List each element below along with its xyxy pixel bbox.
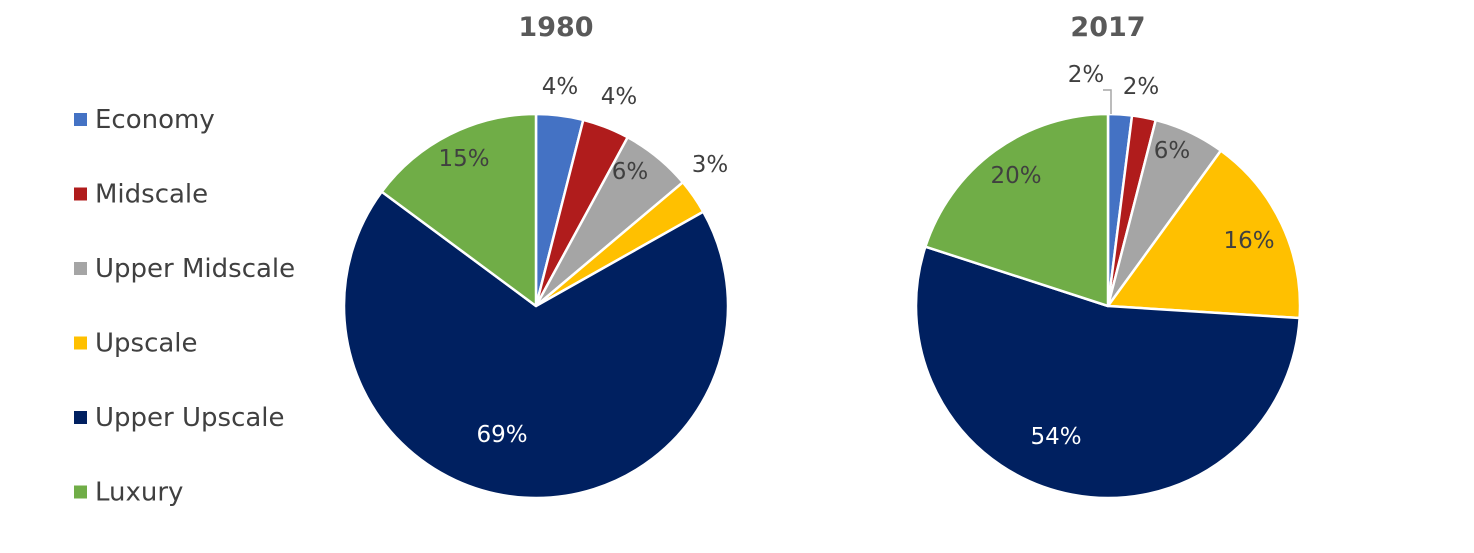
slice-label-1980-upscale: 3% — [692, 152, 729, 178]
legend-label-luxury: Luxury — [95, 478, 183, 508]
legend-label-upper-upscale: Upper Upscale — [95, 403, 285, 433]
legend-swatch-luxury — [74, 485, 87, 499]
legend-label-midscale: Midscale — [95, 180, 208, 210]
slice-label-1980-midscale: 4% — [601, 84, 638, 110]
pie-slice-1980-upper-upscale — [342, 190, 730, 500]
slice-label-1980-luxury: 15% — [438, 146, 489, 172]
legend-swatch-midscale — [74, 187, 87, 201]
legend-swatch-upscale — [74, 336, 87, 350]
slice-label-1980-upper-upscale: 69% — [476, 422, 527, 448]
pie-slice-1980-luxury — [380, 112, 538, 308]
legend-label-economy: Economy — [95, 105, 215, 135]
slice-label-2017-upper-upscale: 54% — [1030, 424, 1081, 450]
pie-chart-1980: 1980 4% 4% 6% 3% 69% 15% — [342, 12, 730, 500]
legend-swatch-upper-midscale — [74, 262, 87, 275]
pie-chart-2017: 2017 2% 2% 6% 16% 54% 20% — [914, 12, 1302, 500]
pie-slice-2017-upscale — [1106, 149, 1302, 320]
slice-label-1980-upper-midscale: 6% — [612, 159, 649, 185]
slice-label-2017-economy: 2% — [1068, 62, 1105, 88]
pie-slice-2017-luxury — [924, 112, 1110, 308]
slice-label-2017-midscale: 2% — [1123, 74, 1160, 100]
slice-label-2017-upscale: 16% — [1223, 228, 1274, 254]
legend-label-upscale: Upscale — [95, 329, 198, 359]
slice-label-2017-upper-midscale: 6% — [1154, 138, 1191, 164]
legend: Economy Midscale Upper Midscale Upscale Uppe… — [74, 105, 295, 508]
leader-line-2017-economy — [1103, 89, 1112, 114]
legend-swatch-economy — [74, 113, 87, 126]
legend-swatch-upper-upscale — [74, 411, 87, 424]
chart-title-2017: 2017 — [1070, 12, 1145, 43]
chart-title-1980: 1980 — [518, 12, 593, 43]
slice-label-1980-economy: 4% — [542, 74, 579, 100]
slice-label-2017-luxury: 20% — [990, 163, 1041, 189]
pie-slice-2017-upper-upscale — [914, 245, 1301, 500]
legend-label-upper-midscale: Upper Midscale — [95, 254, 295, 284]
